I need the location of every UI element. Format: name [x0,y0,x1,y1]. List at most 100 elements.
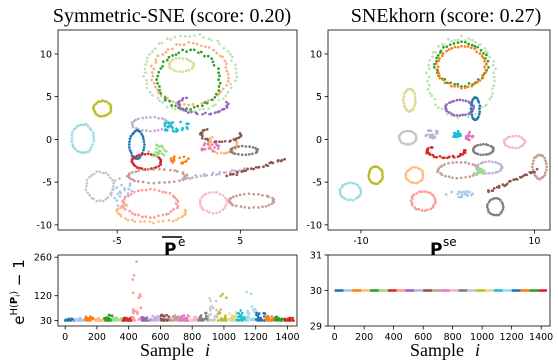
snekhorn-point [470,101,473,104]
snekhorn-point [426,208,429,212]
sne-point [277,159,280,162]
snekhorn-point [432,65,436,69]
snekhorn-point [450,39,453,43]
sne-point [178,179,181,182]
snekhorn-point [426,146,430,150]
perplexity-sne-point [224,318,228,322]
sne-point [225,106,229,109]
sne-point [155,143,158,147]
snekhorn-xtick-label-0: -10 [353,236,369,247]
perplexity-snekhorn-ytick-label-0: 29 [310,322,322,333]
sne-point [218,210,222,214]
snekhorn-point [458,195,462,199]
snekhorn-point [470,135,474,138]
sne-point [223,139,227,143]
snekhorn-point [434,50,437,54]
sne-point [179,34,182,38]
sne-point [213,95,217,99]
perplexity-sne-segment-14 [197,311,210,322]
sne-point [129,134,133,138]
perplexity-sne-point [138,293,142,296]
snekhorn-point [456,155,460,159]
snekhorn-point [491,92,494,95]
perplexity-sne-point [153,315,156,319]
sne-point [133,213,137,216]
snekhorn-point [412,193,416,197]
sne-point [168,63,171,67]
snekhorn-point [482,56,485,60]
sne-point [231,55,234,59]
sne-point [211,104,215,108]
snekhorn-point [482,172,485,175]
sne-point [149,129,152,133]
sne-point [143,220,146,223]
ylabel-exp-p: P [9,297,20,304]
perplexity-sne-point [192,319,196,322]
snekhorn-point [408,142,412,146]
sne-point [92,172,96,176]
sne-point [223,59,227,63]
perplexity-sne-point [96,318,100,321]
sne-point [156,81,159,85]
sne-point [106,173,110,177]
sne-point [133,220,136,224]
snekhorn-point [434,103,437,107]
sne-point [199,50,203,54]
snekhorn-point [483,46,487,50]
snekhorn-point [501,208,505,211]
sne-point [242,192,246,196]
sne-point [208,140,211,144]
sne-cluster-16 [169,155,190,165]
sne-point [225,84,229,87]
snekhorn-point [430,135,434,138]
perplexity-sne-point [166,318,170,321]
sne-point [221,87,225,91]
sne-point [70,140,74,143]
sne-point [218,192,222,196]
snekhorn-point [467,42,470,46]
snekhorn-point [451,154,455,158]
perplexity-sne-segment-16 [216,292,228,322]
sne-point [169,210,173,213]
perplexity-sne-point [115,318,119,321]
snekhorn-point [417,190,421,194]
perplexity-sne-point [255,313,258,317]
perplexity-sne-point [237,315,240,319]
sne-point [226,201,229,204]
perplexity-sne-point [89,315,92,319]
snekhorn-point [417,181,420,184]
symmetric-sne-points [70,32,287,225]
perplexity-sne-point [219,294,223,298]
sne-point [203,147,207,151]
sne-point [184,69,188,73]
snekhorn-point [485,205,489,209]
snekhorn-point [456,85,460,88]
snekhorn-point [515,178,519,181]
perplexity-sne-point [217,310,220,314]
sne-point [200,136,204,140]
perplexity-sne-point [219,308,222,311]
perplexity-sne-point [139,306,143,310]
sne-point [122,202,126,205]
snekhorn-cluster-1 [432,40,490,88]
snekhorn-point [484,153,488,156]
sne-point [199,44,203,48]
sne-point [179,120,182,124]
sne-point [195,42,199,46]
sne-point [132,190,136,194]
sne-point [198,32,202,36]
sne-point [208,146,212,150]
snekhorn-point [486,203,489,206]
sne-point [132,119,136,123]
sne-point [145,78,148,82]
perplexity-snekhorn-xtick-label-3: 600 [414,332,432,343]
snekhorn-point [487,171,491,175]
sne-point [101,199,105,203]
perplexity-sne-point [131,291,135,295]
snekhorn-point [403,90,407,94]
sne-point [142,137,145,141]
snekhorn-point [504,137,508,141]
snekhorn-point [499,167,503,171]
snekhorn-point [446,156,449,160]
snekhorn-cluster-2 [434,44,488,90]
